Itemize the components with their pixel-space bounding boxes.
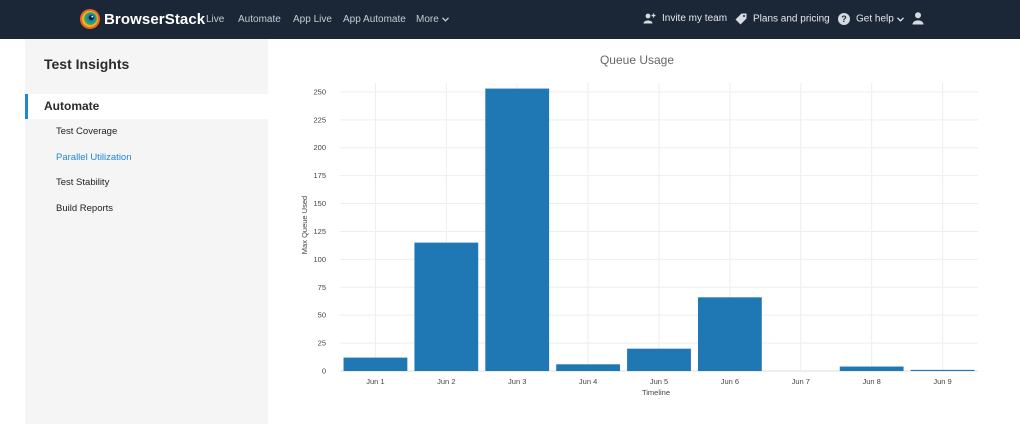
y-tick-label: 100 (313, 255, 326, 264)
bar-jun-8[interactable] (839, 366, 904, 371)
get-help-button[interactable]: ? Get help (838, 13, 904, 25)
bar-jun-4[interactable] (556, 364, 621, 371)
invite-team-label: Invite my team (662, 13, 728, 25)
queue-usage-chart: Queue Usage 0 25 50 75 100 125 150 175 200 225 250… (268, 39, 1020, 424)
y-tick-label: 175 (313, 171, 326, 180)
x-tick-label: Jun 5 (650, 377, 668, 386)
bar-jun-2[interactable] (414, 242, 479, 371)
bar-jun-6[interactable] (697, 297, 762, 371)
bar-jun-9[interactable] (910, 369, 975, 371)
invite-team-button[interactable]: Invite my team (643, 13, 727, 24)
y-tick-label: 75 (318, 283, 326, 292)
x-tick-label: Jun 2 (437, 377, 455, 386)
nav-more-label: More (416, 14, 439, 25)
chart-title: Queue Usage (600, 53, 674, 67)
plans-pricing-button[interactable]: Plans and pricing (735, 13, 830, 25)
x-tick-label: Jun 3 (508, 377, 526, 386)
bar-jun-1[interactable] (343, 357, 408, 371)
y-tick-label: 250 (313, 87, 326, 96)
sidebar: Test Insights Automate Test Coverage Par… (25, 39, 268, 424)
get-help-label: Get help (856, 13, 894, 25)
sidebar-section-label: Automate (44, 99, 100, 113)
y-tick-label: 200 (313, 143, 326, 152)
queue-usage-chart-svg: Queue Usage 0 25 50 75 100 125 150 175 200 225 250… (300, 53, 978, 397)
nav-live[interactable]: Live (206, 14, 225, 25)
x-axis-label: Timeline (642, 388, 670, 397)
x-tick-label: Jun 7 (792, 377, 810, 386)
bar-jun-5[interactable] (627, 348, 691, 371)
top-navigation-bar: BrowserStack Live Automate App Live App … (0, 0, 1020, 39)
nav-more[interactable]: More (416, 14, 449, 25)
x-tick-label: Jun 9 (933, 377, 951, 386)
sidebar-section-automate[interactable]: Automate (25, 94, 268, 119)
x-tick-label: Jun 1 (366, 377, 384, 386)
y-tick-label: 225 (313, 115, 326, 124)
nav-automate[interactable]: Automate (238, 14, 281, 25)
x-tick-label: Jun 4 (579, 377, 597, 386)
y-tick-label: 50 (318, 311, 326, 320)
sidebar-item-parallel-utilization[interactable]: Parallel Utilization (56, 152, 132, 163)
nav-app-automate[interactable]: App Automate (343, 14, 406, 25)
browserstack-logo-icon[interactable] (80, 9, 100, 29)
sidebar-item-build-reports[interactable]: Build Reports (56, 203, 114, 214)
bar-jun-3[interactable] (485, 88, 550, 371)
y-tick-label: 150 (313, 199, 326, 208)
x-tick-label: Jun 8 (862, 377, 880, 386)
price-tag-icon (735, 13, 747, 25)
chevron-down-icon (441, 17, 449, 22)
sidebar-item-test-coverage[interactable]: Test Coverage (56, 126, 118, 137)
svg-text:?: ? (841, 14, 847, 24)
plans-pricing-label: Plans and pricing (753, 13, 830, 25)
invite-user-icon (643, 13, 656, 24)
x-tick-label: Jun 6 (721, 377, 739, 386)
chevron-down-icon (896, 16, 904, 22)
y-tick-label: 125 (313, 227, 326, 236)
sidebar-title: Test Insights (44, 56, 130, 72)
brand-name[interactable]: BrowserStack (104, 11, 206, 28)
y-tick-label: 25 (318, 339, 326, 348)
help-icon: ? (838, 13, 850, 25)
y-tick-label: 0 (322, 367, 326, 376)
nav-app-live[interactable]: App Live (293, 14, 332, 25)
y-axis-label: Max Queue Used (300, 196, 309, 254)
sidebar-item-test-stability[interactable]: Test Stability (56, 177, 110, 188)
user-account-icon[interactable] (912, 12, 924, 25)
